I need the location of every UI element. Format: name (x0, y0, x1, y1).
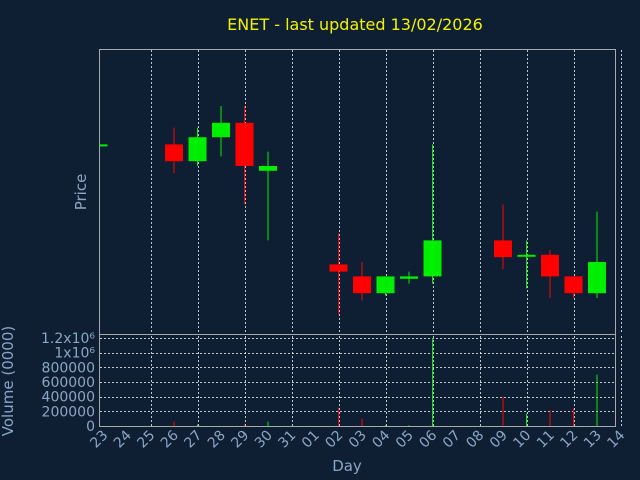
candle (588, 211, 606, 298)
candle (99, 144, 108, 147)
candle (329, 233, 348, 315)
x-tick-label: 31 (275, 428, 299, 452)
x-tick-label: 12 (557, 428, 581, 452)
candle-body (329, 264, 348, 272)
x-tick-label: 14 (604, 427, 628, 451)
candle (517, 240, 536, 289)
x-tick-label: 30 (252, 428, 276, 452)
x-tick-label: 27 (181, 428, 205, 452)
volume-tick-label: 400000 (42, 390, 95, 406)
candle-body (259, 166, 277, 171)
x-tick-label: 10 (510, 428, 534, 452)
candle-body (376, 276, 395, 294)
x-tick-label: 11 (534, 428, 558, 452)
candle-body (400, 276, 418, 279)
x-tick-label: 08 (463, 428, 487, 452)
candle (541, 250, 559, 298)
volume-tick-label: 1x10⁶ (54, 346, 95, 362)
candle (212, 106, 230, 157)
candle-body (517, 254, 536, 257)
candle (259, 151, 277, 241)
volume-axis-label: Volume (0000) (0, 326, 17, 436)
volume-bars (173, 338, 598, 426)
volume-tick-label: 800000 (42, 360, 95, 376)
candle-body (423, 240, 442, 277)
candle (188, 127, 207, 166)
x-tick-label: 04 (369, 427, 393, 451)
x-tick-label: 13 (581, 428, 605, 452)
candle (353, 262, 371, 301)
x-axis-label: Day (332, 457, 362, 475)
volume-tick-label: 1.2x10⁶ (41, 331, 95, 347)
candle-body (165, 144, 183, 162)
candle (423, 144, 442, 284)
x-tick-label: 03 (346, 428, 370, 452)
candle-body (188, 137, 207, 162)
x-tick-label: 29 (228, 428, 252, 452)
candle-body (99, 144, 108, 147)
candle-body (235, 122, 254, 166)
volume-tick-label: 600000 (42, 375, 95, 391)
x-tick-label: 28 (205, 428, 229, 452)
x-tick-label: 02 (322, 428, 346, 452)
x-tick-label: 25 (134, 428, 158, 452)
candle-body (541, 254, 559, 277)
x-tick-label: 06 (416, 427, 440, 451)
candle-body (588, 262, 606, 294)
x-tick-label: 05 (393, 428, 417, 452)
candle (165, 127, 183, 174)
candle-body (564, 276, 583, 294)
volume-tick-label: 200000 (42, 404, 95, 420)
candle-body (212, 122, 230, 138)
x-tick-label: 07 (440, 428, 464, 452)
x-tick-label: 24 (111, 427, 135, 451)
candle-body (353, 276, 371, 294)
volume-panel-frame (99, 334, 616, 427)
volume-tick-label: 0 (86, 419, 95, 435)
candles (99, 106, 606, 315)
x-tick-label: 01 (299, 428, 323, 452)
candle (494, 204, 512, 270)
candle (564, 276, 583, 298)
x-tick-labels: 23 24 25 26 27 28 29 30 31 01 02 03 04 05 06 07 08 09 10 11… (87, 427, 628, 451)
price-axis-label: Price (72, 174, 90, 211)
candle-body (494, 240, 512, 258)
price-panel (99, 49, 622, 335)
candle (235, 106, 254, 205)
candle (376, 276, 395, 296)
chart-title: ENET - last updated 13/02/2026 (227, 15, 483, 34)
x-tick-label: 09 (487, 428, 511, 452)
volume-gridlines (100, 335, 622, 426)
candle (400, 271, 418, 284)
x-tick-label: 26 (158, 427, 182, 451)
